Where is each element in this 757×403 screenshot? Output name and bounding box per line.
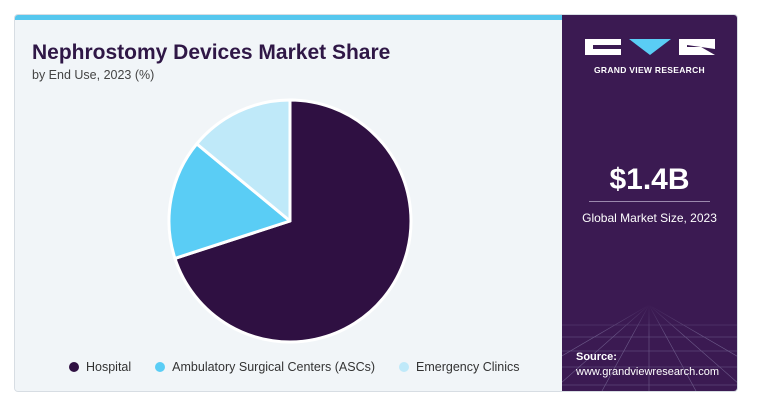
- chart-title: Nephrostomy Devices Market Share: [32, 41, 391, 64]
- source-link[interactable]: www.grandviewresearch.com: [576, 366, 720, 378]
- sidebar-panel: GRAND VIEW RESEARCH $1.4B Global Market …: [562, 15, 737, 391]
- market-size-label: Global Market Size, 2023: [582, 211, 717, 225]
- report-card: Nephrostomy Devices Market Share by End …: [14, 14, 738, 392]
- legend-item: Hospital: [69, 360, 131, 374]
- pie-slice-hospital: [173, 98, 413, 344]
- pie-chart: [167, 98, 413, 344]
- legend-item: Ambulatory Surgical Centers (ASCs): [155, 360, 375, 374]
- brand-logo: [585, 39, 715, 55]
- legend-label: Emergency Clinics: [416, 360, 520, 374]
- legend-label: Ambulatory Surgical Centers (ASCs): [172, 360, 376, 374]
- source-label: Source:: [576, 351, 617, 363]
- grid-floor-graphic: [562, 305, 737, 391]
- divider: [589, 201, 710, 202]
- chart-legend: Hospital Ambulatory Surgical Centers (ASC…: [69, 360, 544, 374]
- pie-slice-emergency-clinics: [195, 98, 292, 223]
- legend-item: Emergency Clinics: [399, 360, 520, 374]
- legend-label: Hospital: [86, 360, 132, 374]
- brand-name: GRAND VIEW RESEARCH: [593, 65, 705, 75]
- chart-subtitle: by End Use, 2023 (%): [32, 68, 155, 82]
- legend-swatch: [399, 362, 410, 372]
- market-size-value: $1.4B: [609, 163, 690, 196]
- accent-bar: [15, 15, 562, 20]
- legend-swatch: [155, 362, 166, 372]
- legend-swatch: [69, 362, 79, 372]
- chart-panel: Nephrostomy Devices Market Share by End …: [15, 20, 562, 391]
- pie-slice-ambulatory-surgical-centers-ascs: [167, 142, 292, 260]
